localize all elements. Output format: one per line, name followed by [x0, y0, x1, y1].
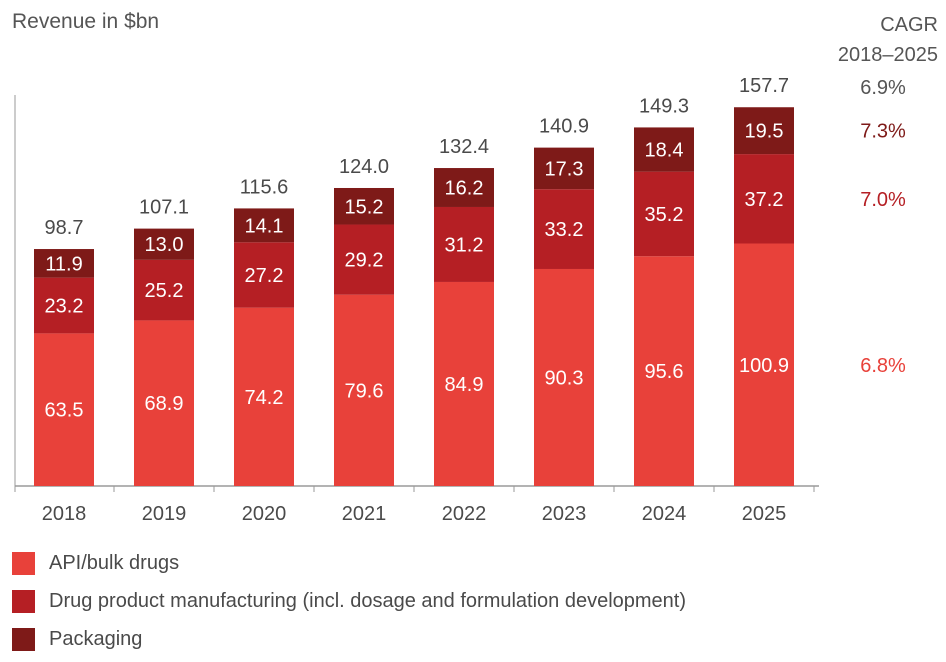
bar-segment-packaging — [534, 147, 594, 190]
x-tick-label: 2020 — [242, 503, 287, 525]
x-tick-label: 2024 — [642, 503, 687, 525]
cagr-value-packaging: 7.3% — [860, 121, 906, 143]
total-label: 124.0 — [339, 156, 389, 178]
bar-segment-drug-product — [534, 189, 594, 269]
data-label-api: 74.2 — [245, 387, 284, 409]
bar-segment-packaging — [634, 127, 694, 172]
bar-segment-drug-product — [434, 206, 494, 282]
legend-item-api: API/bulk drugs — [12, 544, 686, 582]
data-label-packaging: 14.1 — [245, 215, 284, 237]
bar-segment-packaging — [434, 168, 494, 207]
total-label: 98.7 — [45, 217, 84, 239]
bar-segment-drug-product — [134, 259, 194, 321]
data-label-packaging: 17.3 — [545, 158, 584, 180]
bar-segment-api — [34, 333, 94, 486]
cagr-header-line-2: 2018–2025 — [837, 44, 938, 66]
data-label-drug-product: 37.2 — [745, 189, 784, 211]
bar-segment-api — [734, 243, 794, 486]
data-label-api: 79.6 — [345, 380, 384, 402]
x-tick-label: 2019 — [142, 503, 187, 525]
legend-item-packaging: Packaging — [12, 620, 686, 658]
cagr-header: CAGR 2018–2025 — [838, 10, 938, 70]
data-label-packaging: 18.4 — [645, 140, 684, 162]
x-tick-label: 2023 — [542, 503, 587, 525]
bar-segment-drug-product — [334, 224, 394, 295]
bar-segment-packaging — [334, 187, 394, 225]
data-label-api: 63.5 — [45, 400, 84, 422]
bar-segment-packaging — [234, 208, 294, 243]
legend-swatch-packaging — [12, 627, 35, 651]
total-label: 140.9 — [539, 116, 589, 138]
bar-segment-drug-product — [34, 277, 94, 334]
bar-segment-packaging — [34, 249, 94, 278]
data-label-api: 100.9 — [739, 355, 789, 377]
data-label-drug-product: 29.2 — [345, 250, 384, 272]
x-tick-label: 2025 — [742, 503, 787, 525]
bar-segment-drug-product — [234, 242, 294, 308]
data-label-api: 95.6 — [645, 361, 684, 383]
legend-swatch-drug-product — [12, 589, 35, 613]
x-tick-label: 2021 — [342, 503, 387, 525]
cagr-header-line-1: CAGR — [880, 14, 938, 36]
data-label-api: 90.3 — [545, 367, 584, 389]
data-label-drug-product: 27.2 — [245, 265, 284, 287]
x-tick-label: 2018 — [42, 503, 87, 525]
legend-swatch-api — [12, 551, 35, 575]
data-label-drug-product: 23.2 — [45, 296, 84, 318]
x-tick-label: 2022 — [442, 503, 487, 525]
data-label-drug-product: 25.2 — [145, 280, 184, 302]
bar-segment-drug-product — [734, 154, 794, 244]
cagr-value-drug-product: 7.0% — [860, 189, 906, 211]
legend: API/bulk drugs Drug product manufacturin… — [12, 544, 686, 658]
data-label-drug-product: 33.2 — [545, 219, 584, 241]
total-label: 115.6 — [240, 176, 289, 198]
bar-segment-api — [334, 294, 394, 486]
bar-segment-drug-product — [634, 171, 694, 257]
data-label-packaging: 11.9 — [45, 253, 82, 275]
legend-item-drug-product: Drug product manufacturing (incl. dosage… — [12, 582, 686, 620]
total-label: 132.4 — [439, 136, 489, 158]
data-label-drug-product: 31.2 — [445, 234, 484, 256]
cagr-total: 6.9% — [860, 77, 906, 99]
y-axis-title: Revenue in $bn — [12, 10, 160, 33]
data-label-packaging: 16.2 — [445, 178, 484, 200]
data-label-api: 84.9 — [445, 374, 484, 396]
total-label: 107.1 — [139, 197, 189, 219]
data-label-packaging: 15.2 — [345, 196, 384, 218]
legend-label-api: API/bulk drugs — [49, 551, 180, 574]
bar-segment-api — [234, 307, 294, 486]
data-label-packaging: 19.5 — [745, 121, 784, 143]
bar-segment-packaging — [134, 228, 194, 260]
data-label-drug-product: 35.2 — [645, 204, 684, 226]
legend-label-drug-product: Drug product manufacturing (incl. dosage… — [49, 589, 687, 612]
legend-label-packaging: Packaging — [49, 627, 143, 650]
bar-segment-packaging — [734, 107, 794, 155]
data-label-packaging: 13.0 — [145, 234, 184, 256]
bar-segment-api — [634, 256, 694, 486]
bar-segment-api — [134, 320, 194, 486]
cagr-value-api: 6.8% — [860, 355, 906, 377]
total-label: 149.3 — [639, 95, 689, 117]
total-label: 157.7 — [739, 75, 789, 97]
data-label-api: 68.9 — [145, 393, 184, 415]
bar-segment-api — [534, 268, 594, 486]
bar-segment-api — [434, 281, 494, 486]
